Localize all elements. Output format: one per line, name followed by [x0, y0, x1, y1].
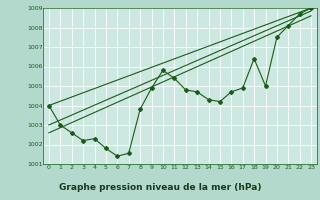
Text: Graphe pression niveau de la mer (hPa): Graphe pression niveau de la mer (hPa)	[59, 183, 261, 192]
